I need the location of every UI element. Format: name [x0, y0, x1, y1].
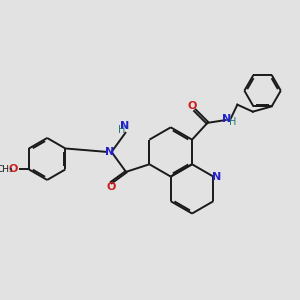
Text: H: H [118, 125, 125, 135]
Text: N: N [222, 114, 232, 124]
Text: N: N [120, 121, 129, 131]
Text: CH₃: CH₃ [0, 165, 14, 174]
Text: O: O [9, 164, 18, 174]
Text: N: N [105, 147, 114, 157]
Text: O: O [106, 182, 116, 192]
Text: O: O [188, 101, 197, 111]
Text: N: N [212, 172, 221, 182]
Text: H: H [229, 117, 236, 127]
